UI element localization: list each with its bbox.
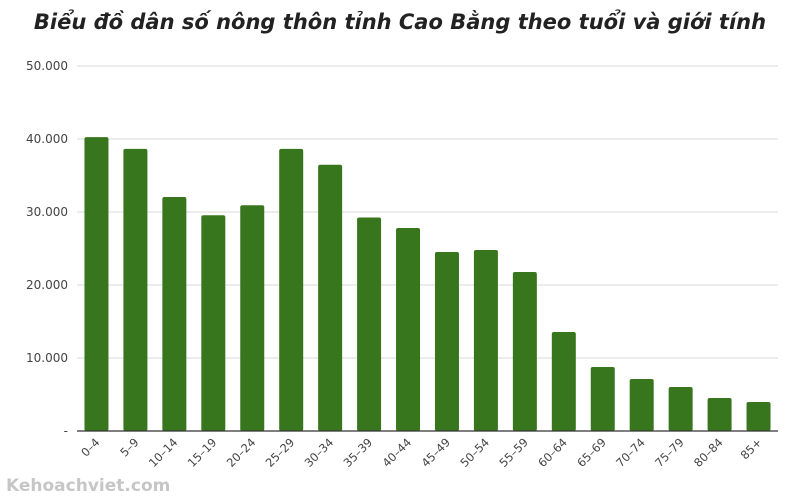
bar-60–64 [551,332,576,431]
bar-15–19 [201,215,226,431]
bar-30–34 [318,164,343,432]
x-tick-label: 55–59 [496,435,531,470]
x-tick-label: 20–24 [224,435,259,470]
bar-25–29 [279,148,304,432]
bar-65–69 [590,366,615,431]
x-tick-label: 50–54 [457,435,492,470]
bar-80–84 [707,398,732,431]
bar-85+ [746,402,771,431]
x-tick-label: 70–74 [613,435,648,470]
watermark: Kehoachviet.com [6,476,171,496]
bar-70–74 [629,379,654,431]
x-tick-label: 5–9 [117,435,141,459]
y-tick-label: 30.000 [26,205,68,219]
bar-20–24 [240,205,265,431]
y-tick-label: 40.000 [26,132,68,146]
bar-55–59 [512,272,537,431]
y-tick-label: 50.000 [26,59,68,73]
x-tick-label: 65–69 [574,435,609,470]
x-tick-label: 15–19 [185,435,220,470]
bar-0–4 [84,137,109,432]
x-tick-label: 60–64 [535,435,570,470]
x-tick-label: 10–14 [146,435,181,470]
x-tick-label: 40–44 [379,435,414,470]
x-tick-label: 75–79 [652,435,687,470]
x-tick-label: 45–49 [418,435,453,470]
y-tick-label: - [64,424,68,438]
chart-title: Biểu đồ dân số nông thôn tỉnh Cao Bằng t… [33,10,767,34]
y-tick-label: 10.000 [26,351,68,365]
bar-10–14 [162,196,187,431]
bar-50–54 [473,249,498,431]
x-tick-label: 0–4 [78,435,102,459]
x-tick-label: 80–84 [691,435,726,470]
x-tick-label: 35–39 [341,435,376,470]
bar-40–44 [396,228,421,431]
bar-35–39 [357,217,382,431]
x-tick-label: 30–34 [302,435,337,470]
bar-5–9 [123,148,148,432]
x-tick-label: 85+ [738,435,765,462]
x-tick-label: 25–29 [263,435,298,470]
bar-75–79 [668,386,693,431]
y-tick-label: 20.000 [26,278,68,292]
bar-45–49 [434,252,459,431]
